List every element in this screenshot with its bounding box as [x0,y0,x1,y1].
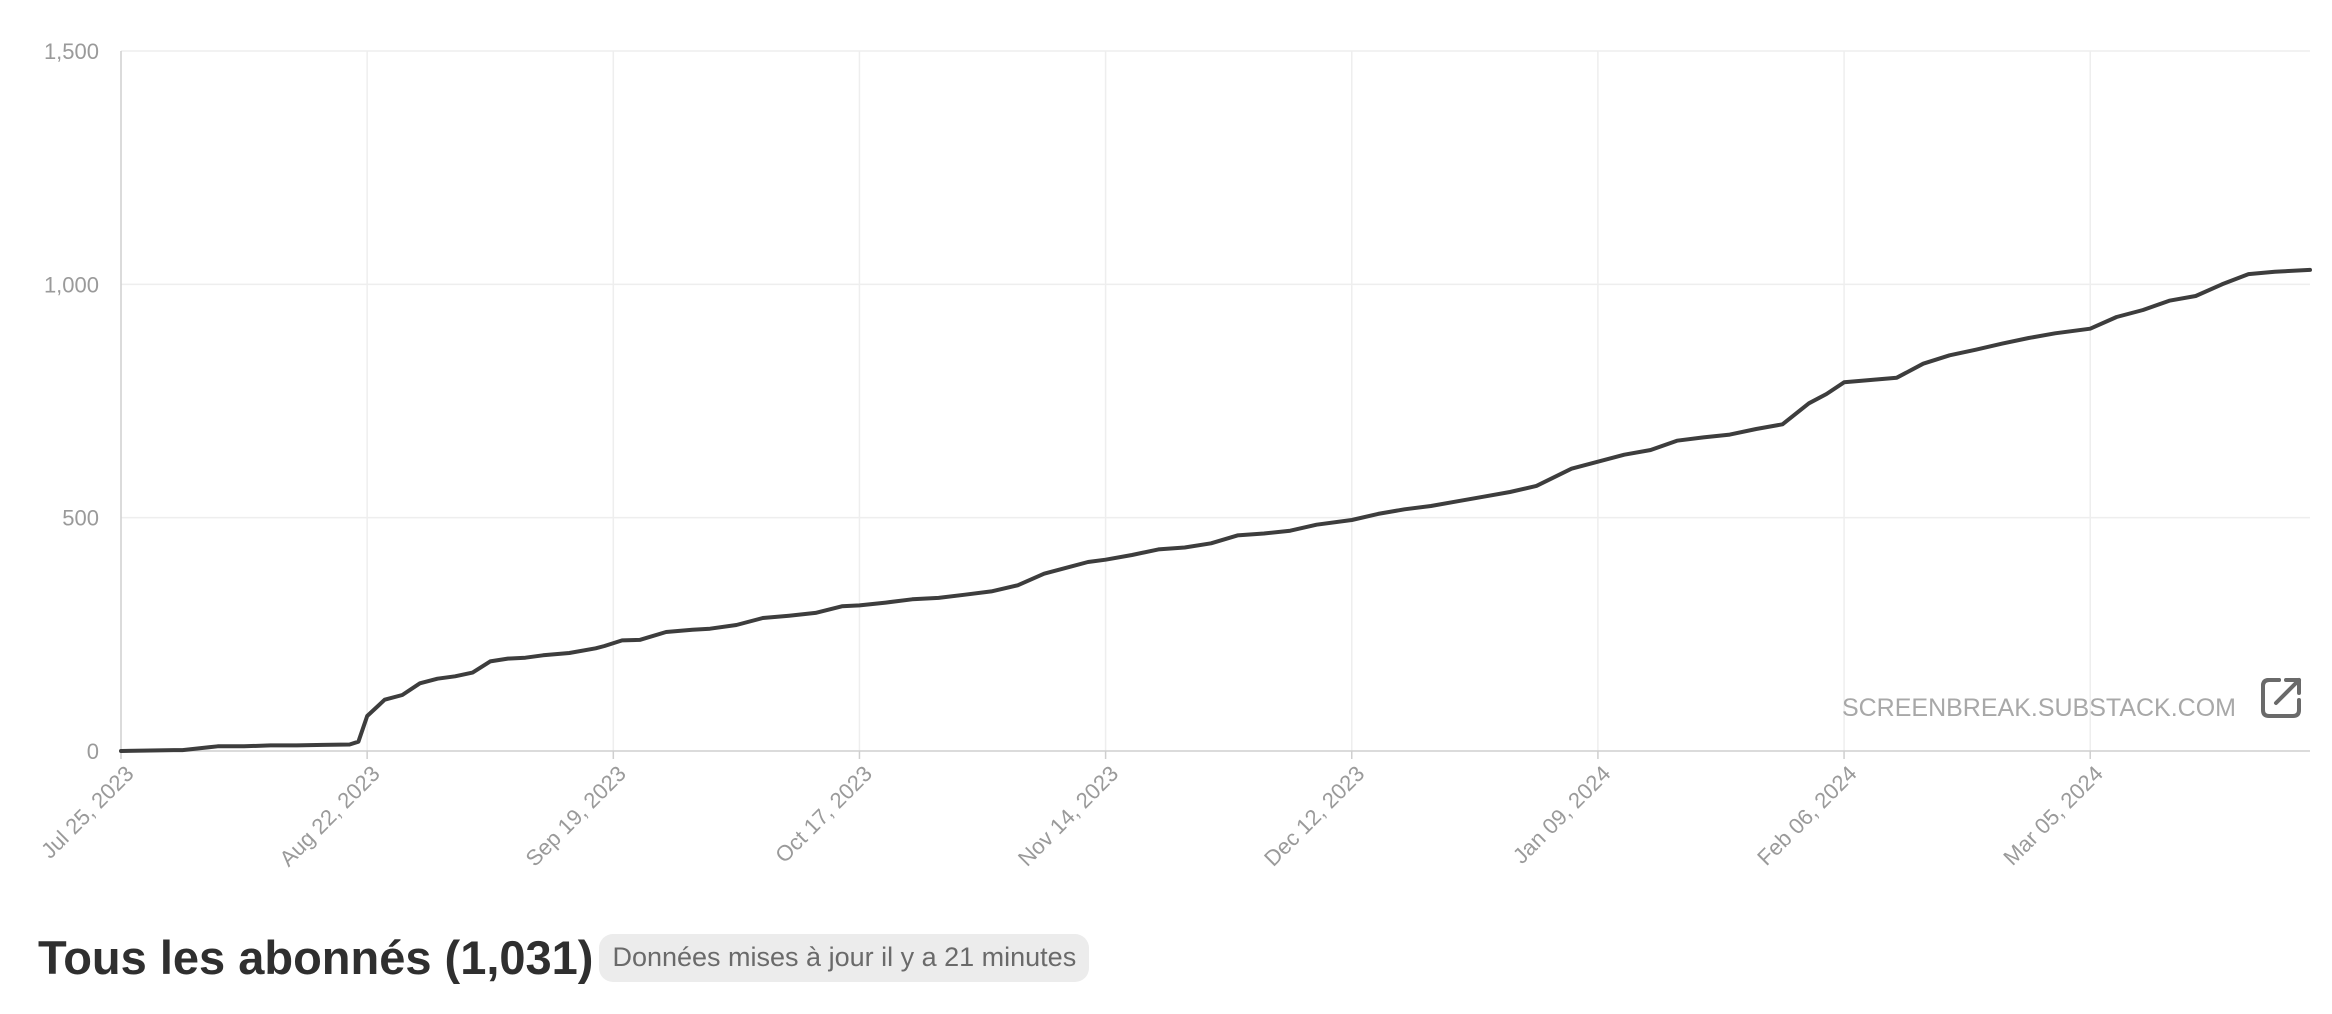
footer: Tous les abonnés (1,031) Données mises à… [38,930,1090,985]
x-tick-label: Feb 06, 2024 [1752,761,1861,870]
subscriber-growth-chart: 0 500 1,000 1,500 Jul 25, 2023 Aug 22, 2023 S… [36,39,2312,871]
external-link-icon[interactable] [2261,678,2301,718]
x-tick-label: Oct 17, 2023 [770,761,877,868]
x-tick-label: Dec 12, 2023 [1259,761,1369,871]
watermark-text: SCREENBREAK.SUBSTACK.COM [1842,694,2236,722]
x-tick-label: Mar 05, 2024 [1998,761,2107,870]
page-title: Tous les abonnés (1,031) [38,931,594,984]
y-tick-label: 1,500 [44,39,99,64]
y-axis-ticks: 0 500 1,000 1,500 [44,39,99,764]
series-line [119,267,2312,753]
updated-badge: Données mises à jour il y a 21 minutes [599,933,1090,982]
x-tick-label: Jan 09, 2024 [1508,761,1616,869]
x-axis-ticks: Jul 25, 2023 Aug 22, 2023 Sep 19, 2023 Oct … [36,751,2108,871]
x-tick-label: Nov 14, 2023 [1013,761,1123,871]
x-tick-label: Aug 22, 2023 [274,761,384,871]
y-tick-label: 500 [62,506,99,531]
x-tick-label: Jul 25, 2023 [36,761,138,863]
x-tick-label: Sep 19, 2023 [521,761,631,871]
y-tick-label: 1,000 [44,272,99,297]
axes [120,51,2310,752]
y-tick-label: 0 [87,739,99,764]
gridlines [121,50,2310,751]
watermark: SCREENBREAK.SUBSTACK.COM [1842,678,2301,722]
